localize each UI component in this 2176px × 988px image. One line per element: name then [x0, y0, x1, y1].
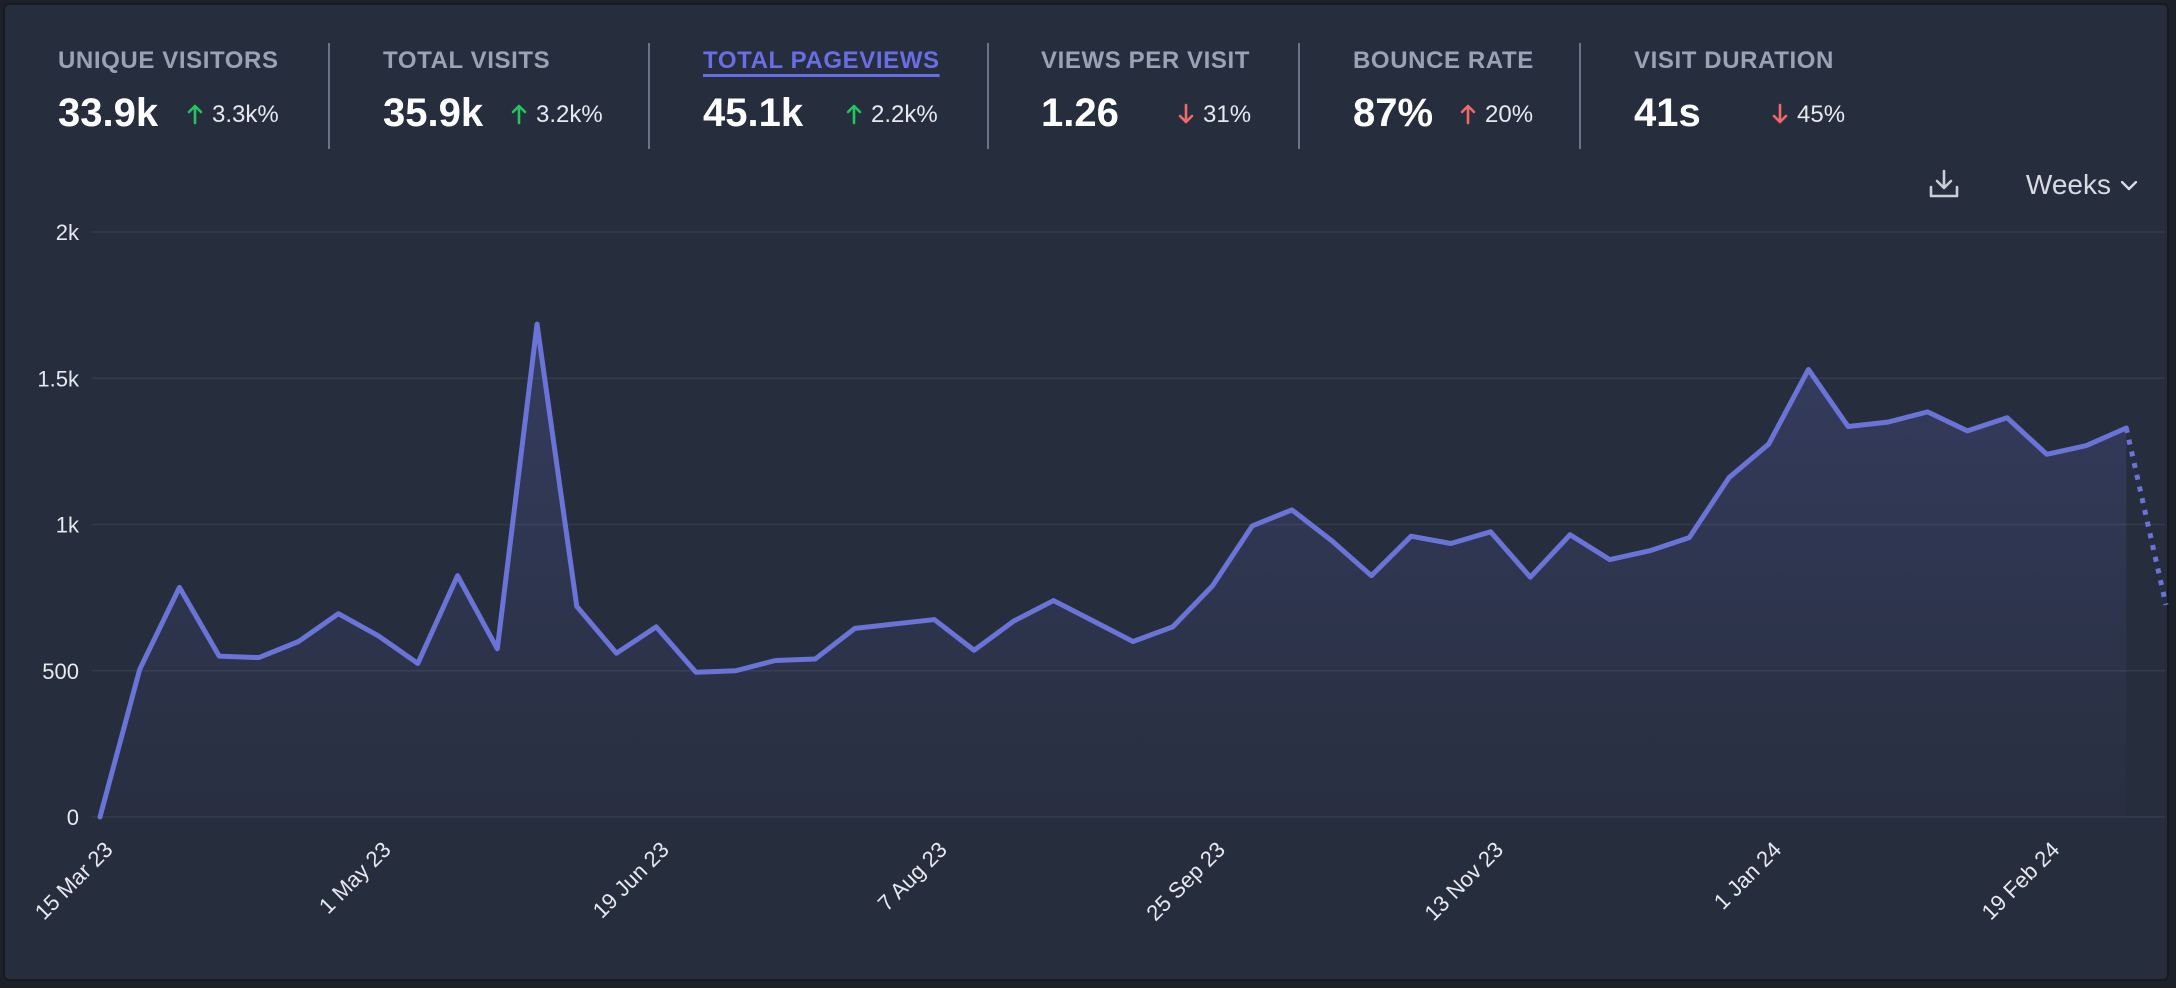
interval-label: Weeks	[2025, 169, 2111, 200]
x-tick-label: 19 Jun 23	[588, 837, 674, 923]
stat-value: 45.1k	[703, 91, 804, 135]
stat-change: 3.3k%	[186, 101, 279, 129]
stat-divider	[648, 43, 650, 149]
interval-select[interactable]: Weeks	[2025, 169, 2138, 201]
stat-change-value: 2.2k%	[871, 101, 938, 128]
stat-change: 3.2k%	[510, 101, 603, 129]
y-tick-label: 2k	[56, 220, 80, 245]
y-tick-label: 1.5k	[37, 366, 80, 391]
series-line-incomplete	[2123, 427, 2169, 606]
stat-change: 31%	[1177, 101, 1251, 129]
arrow-down-icon	[1772, 103, 1788, 124]
y-tick-label: 1k	[56, 513, 80, 538]
stat-change: 2.2k%	[845, 101, 938, 129]
stat-label: UNIQUE VISITORS	[58, 47, 279, 74]
y-tick-label: 0	[67, 805, 79, 830]
pageviews-chart: 0 500 1k 1.5k 2k 15 Mar 23 1 May 23 19 Jun 23 7 …	[30, 220, 2169, 926]
stat-label: VISIT DURATION	[1634, 47, 1834, 74]
x-tick-label: 15 Mar 23	[30, 837, 118, 925]
stat-value: 33.9k	[58, 91, 159, 135]
stat-value: 35.9k	[383, 91, 484, 135]
download-icon[interactable]	[1927, 167, 1961, 201]
stat-change-value: 3.2k%	[536, 101, 603, 128]
x-tick-label: 7 Aug 23	[873, 837, 952, 916]
arrow-up-icon	[511, 104, 527, 125]
stat-divider	[987, 43, 989, 149]
arrow-up-icon	[1460, 104, 1476, 125]
stat-label: TOTAL PAGEVIEWS	[703, 47, 940, 74]
stat-label: TOTAL VISITS	[383, 47, 551, 74]
stat-label: VIEWS PER VISIT	[1041, 47, 1251, 74]
x-tick-label: 19 Feb 24	[1977, 837, 2065, 925]
x-tick-label: 13 Nov 23	[1420, 837, 1509, 926]
x-tick-label: 25 Sep 23	[1141, 837, 1230, 926]
series-line	[97, 321, 2129, 820]
stat-value: 1.26	[1041, 91, 1119, 135]
stat-divider	[1579, 43, 1581, 149]
x-tick-label: 1 May 23	[314, 837, 396, 919]
stat-change: 45%	[1771, 101, 1845, 129]
dashboard-panel: UNIQUE VISITORS 33.9k 3.3k% TOTAL VISITS 35.…	[3, 3, 2169, 981]
stats-bar: UNIQUE VISITORS 33.9k 3.3k% TOTAL VISITS 35.…	[5, 5, 2167, 155]
stat-change-value: 45%	[1797, 101, 1846, 128]
stat-change-value: 20%	[1485, 101, 1534, 128]
stat-label: BOUNCE RATE	[1353, 47, 1534, 74]
arrow-up-icon	[187, 104, 203, 125]
chevron-down-icon	[2120, 180, 2138, 191]
stat-value: 87%	[1353, 91, 1434, 135]
arrow-up-icon	[846, 104, 862, 125]
stat-change-value: 31%	[1203, 101, 1252, 128]
stat-divider	[328, 43, 330, 149]
series-area	[100, 324, 2127, 817]
stat-change: 20%	[1459, 101, 1533, 129]
y-tick-label: 500	[42, 659, 79, 684]
stat-value: 41s	[1634, 91, 1701, 135]
stat-change-value: 3.3k%	[212, 101, 279, 128]
stat-divider	[1298, 43, 1300, 149]
x-tick-label: 1 Jan 24	[1709, 837, 1786, 914]
arrow-down-icon	[1178, 103, 1194, 124]
